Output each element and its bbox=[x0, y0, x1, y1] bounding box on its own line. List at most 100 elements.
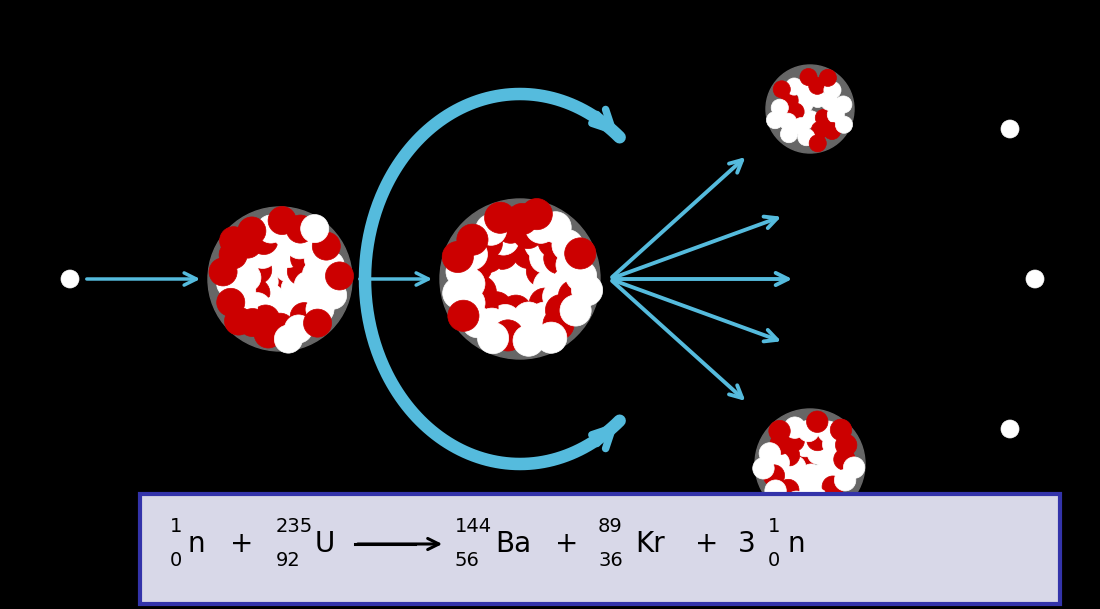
Circle shape bbox=[446, 256, 477, 287]
Circle shape bbox=[835, 96, 851, 113]
Circle shape bbox=[499, 244, 530, 275]
Circle shape bbox=[462, 306, 493, 338]
Circle shape bbox=[274, 254, 302, 282]
Circle shape bbox=[824, 82, 842, 99]
Circle shape bbox=[556, 249, 587, 281]
Text: +: + bbox=[230, 530, 253, 558]
Circle shape bbox=[262, 296, 290, 324]
Circle shape bbox=[60, 270, 79, 288]
Circle shape bbox=[264, 230, 293, 258]
Text: +: + bbox=[556, 530, 579, 558]
Circle shape bbox=[442, 241, 473, 273]
Circle shape bbox=[807, 443, 828, 464]
Circle shape bbox=[540, 212, 571, 243]
Circle shape bbox=[534, 270, 564, 301]
Text: n: n bbox=[788, 530, 805, 558]
Circle shape bbox=[277, 288, 305, 316]
Circle shape bbox=[302, 260, 330, 288]
Circle shape bbox=[817, 421, 839, 443]
Circle shape bbox=[250, 227, 278, 255]
Text: 92: 92 bbox=[276, 552, 300, 571]
Text: 144: 144 bbox=[455, 518, 492, 537]
Circle shape bbox=[295, 271, 322, 299]
Circle shape bbox=[299, 229, 327, 257]
Circle shape bbox=[768, 452, 790, 473]
Text: 235: 235 bbox=[276, 518, 314, 537]
Circle shape bbox=[238, 217, 266, 245]
Circle shape bbox=[521, 199, 552, 230]
Text: Ba: Ba bbox=[495, 530, 531, 558]
Circle shape bbox=[233, 230, 262, 258]
Circle shape bbox=[217, 270, 244, 298]
Circle shape bbox=[494, 283, 526, 314]
Circle shape bbox=[495, 212, 526, 243]
Circle shape bbox=[755, 409, 865, 519]
Circle shape bbox=[1001, 420, 1019, 438]
Circle shape bbox=[274, 325, 302, 353]
Circle shape bbox=[230, 293, 257, 322]
Circle shape bbox=[305, 245, 332, 273]
Circle shape bbox=[798, 420, 820, 442]
Circle shape bbox=[480, 278, 510, 309]
Circle shape bbox=[810, 90, 826, 108]
Circle shape bbox=[834, 449, 855, 470]
Circle shape bbox=[835, 470, 856, 491]
Circle shape bbox=[476, 308, 507, 339]
Circle shape bbox=[488, 266, 519, 297]
Circle shape bbox=[565, 260, 596, 292]
Circle shape bbox=[448, 300, 478, 331]
Circle shape bbox=[486, 238, 518, 269]
Text: U: U bbox=[315, 530, 336, 558]
Circle shape bbox=[790, 471, 812, 493]
Circle shape bbox=[498, 258, 529, 289]
Circle shape bbox=[250, 268, 278, 296]
Circle shape bbox=[290, 244, 319, 272]
Circle shape bbox=[780, 113, 796, 130]
Circle shape bbox=[552, 267, 583, 298]
Circle shape bbox=[822, 476, 844, 498]
Circle shape bbox=[224, 307, 253, 335]
Circle shape bbox=[456, 224, 488, 255]
Circle shape bbox=[473, 241, 504, 272]
Circle shape bbox=[796, 83, 814, 100]
Circle shape bbox=[773, 81, 790, 98]
Circle shape bbox=[820, 69, 836, 86]
Circle shape bbox=[249, 241, 277, 269]
Circle shape bbox=[235, 244, 263, 272]
Circle shape bbox=[559, 280, 590, 311]
Circle shape bbox=[784, 417, 805, 438]
Circle shape bbox=[778, 479, 799, 501]
Circle shape bbox=[484, 202, 516, 233]
Circle shape bbox=[546, 295, 576, 326]
Circle shape bbox=[798, 128, 815, 146]
Circle shape bbox=[286, 215, 315, 243]
Circle shape bbox=[481, 292, 512, 323]
Circle shape bbox=[769, 420, 790, 442]
Circle shape bbox=[1026, 270, 1044, 288]
Text: 3: 3 bbox=[738, 530, 756, 558]
Circle shape bbox=[808, 77, 826, 94]
Circle shape bbox=[823, 434, 844, 455]
Circle shape bbox=[785, 491, 807, 513]
Circle shape bbox=[814, 462, 835, 484]
Circle shape bbox=[242, 279, 270, 307]
Circle shape bbox=[209, 258, 238, 286]
Circle shape bbox=[520, 273, 551, 304]
Circle shape bbox=[268, 206, 296, 234]
Circle shape bbox=[219, 241, 248, 269]
Circle shape bbox=[806, 411, 828, 432]
Circle shape bbox=[780, 125, 798, 143]
Text: 36: 36 bbox=[598, 552, 623, 571]
Circle shape bbox=[542, 258, 573, 289]
Circle shape bbox=[461, 252, 492, 283]
Circle shape bbox=[810, 135, 826, 152]
FancyBboxPatch shape bbox=[140, 494, 1060, 604]
Circle shape bbox=[784, 456, 806, 477]
Text: 56: 56 bbox=[455, 552, 480, 571]
Circle shape bbox=[821, 93, 838, 110]
Circle shape bbox=[285, 315, 312, 343]
Circle shape bbox=[488, 224, 519, 255]
Circle shape bbox=[792, 118, 810, 135]
Circle shape bbox=[513, 252, 544, 283]
Circle shape bbox=[572, 275, 603, 306]
